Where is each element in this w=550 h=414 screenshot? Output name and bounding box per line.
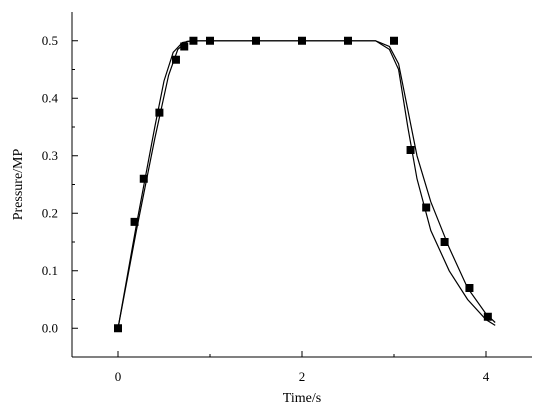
data-point-marker: [189, 36, 198, 45]
data-point-marker: [440, 238, 449, 246]
data-point-marker: [422, 203, 431, 212]
fit-curve-2: [117, 40, 496, 329]
data-point-marker: [298, 36, 306, 45]
x-tick-label: 4: [483, 369, 490, 384]
fit-curve-1: [117, 40, 496, 329]
data-markers: [114, 36, 492, 333]
data-point-marker: [114, 324, 122, 333]
axes: [71, 12, 532, 358]
y-tick-label: 0.4: [42, 90, 59, 105]
tick-labels: 0.0 0.1 0.2 0.3 0.4 0.5 0 2 4: [42, 33, 490, 384]
data-point-marker: [465, 284, 474, 292]
fitted-curves: [117, 40, 496, 329]
y-tick-label: 0.5: [42, 33, 58, 48]
data-point-marker: [483, 312, 492, 321]
y-axis-title: Pressure/MP: [11, 149, 26, 221]
y-tick-label: 0.1: [42, 263, 58, 278]
data-point-marker: [344, 36, 352, 45]
data-point-marker: [252, 36, 260, 45]
data-point-marker: [206, 36, 214, 45]
x-tick-label: 0: [115, 369, 122, 384]
data-point-marker: [180, 42, 189, 51]
x-axis-title: Time/s: [283, 391, 321, 406]
data-point-marker: [155, 108, 164, 117]
y-tick-label: 0.2: [42, 205, 58, 220]
data-point-marker: [171, 55, 180, 64]
data-point-marker: [390, 36, 398, 45]
y-tick-label: 0.0: [42, 320, 58, 335]
data-point-marker: [130, 217, 139, 226]
y-tick-label: 0.3: [42, 148, 58, 163]
data-point-marker: [139, 174, 148, 183]
data-point-marker: [406, 146, 415, 154]
x-tick-label: 2: [299, 369, 306, 384]
